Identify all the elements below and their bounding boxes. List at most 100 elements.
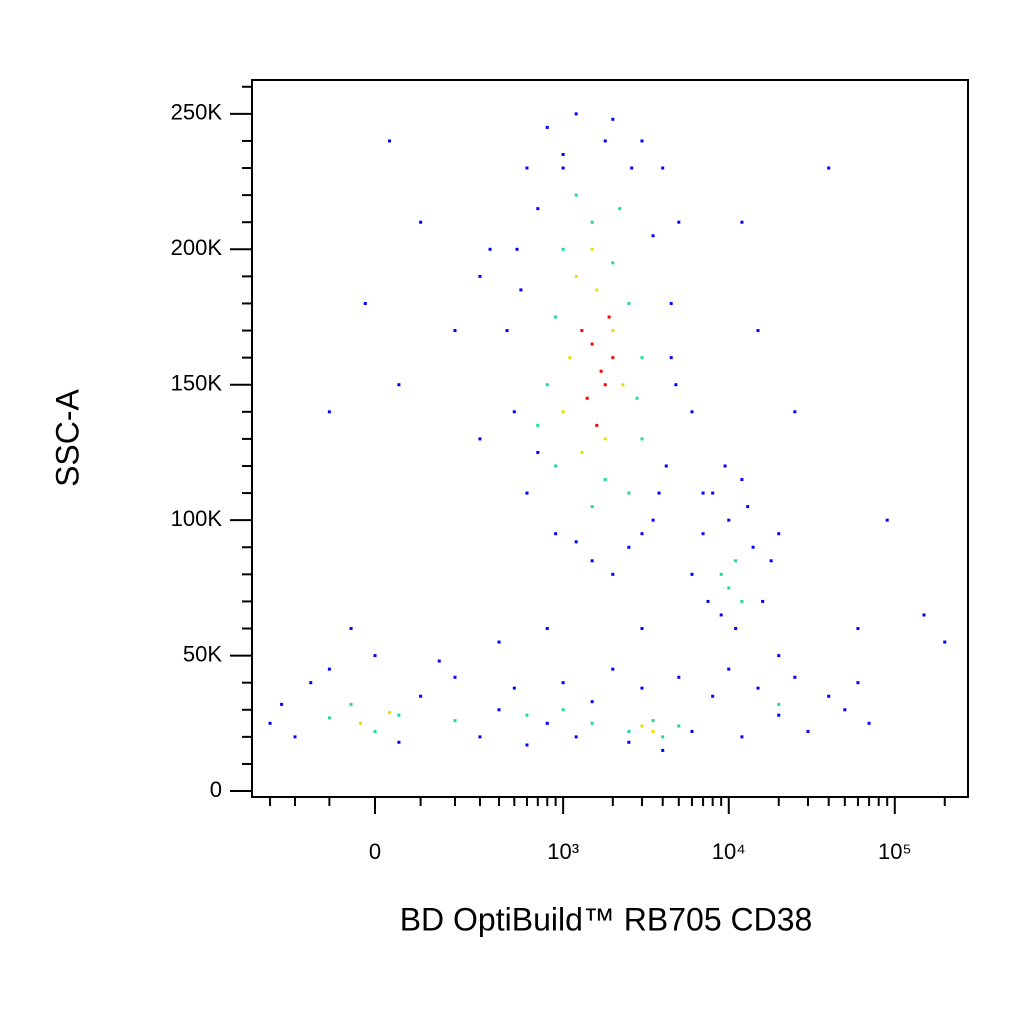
point — [669, 301, 673, 305]
y-tick-label: 100K — [171, 506, 223, 531]
point — [843, 708, 847, 712]
point — [268, 721, 272, 725]
point — [603, 139, 607, 143]
point — [505, 329, 509, 333]
point — [677, 724, 681, 728]
point — [651, 234, 655, 238]
point — [856, 627, 860, 631]
point — [574, 112, 578, 116]
point — [677, 220, 681, 224]
point — [525, 743, 529, 747]
point — [690, 729, 694, 733]
point — [867, 721, 871, 725]
point — [661, 735, 665, 739]
point — [777, 532, 781, 536]
point — [611, 329, 615, 333]
point — [727, 667, 731, 671]
point — [280, 702, 284, 706]
point — [599, 369, 603, 373]
point — [651, 518, 655, 522]
point — [554, 315, 558, 319]
point — [756, 686, 760, 690]
point — [568, 356, 572, 360]
point — [580, 450, 584, 454]
point — [536, 207, 540, 211]
point — [806, 729, 810, 733]
point — [885, 518, 889, 522]
point — [640, 724, 644, 728]
point — [525, 713, 529, 717]
point — [478, 735, 482, 739]
point — [690, 572, 694, 576]
point — [327, 716, 331, 720]
point — [719, 613, 723, 617]
point — [827, 694, 831, 698]
point — [590, 505, 594, 509]
point — [777, 654, 781, 658]
point — [627, 729, 631, 733]
point — [734, 559, 738, 563]
point — [388, 139, 392, 143]
point — [611, 261, 615, 265]
point — [525, 166, 529, 170]
plot-frame — [251, 79, 969, 798]
point — [777, 702, 781, 706]
point — [640, 139, 644, 143]
point — [561, 247, 565, 251]
point — [611, 667, 615, 671]
point — [437, 659, 441, 663]
point — [627, 545, 631, 549]
point — [590, 342, 594, 346]
point — [627, 491, 631, 495]
point — [497, 640, 501, 644]
point — [756, 329, 760, 333]
point — [690, 410, 694, 414]
point — [388, 710, 392, 714]
point — [664, 464, 668, 468]
point — [580, 329, 584, 333]
point — [611, 356, 615, 360]
point — [397, 383, 401, 387]
point — [561, 410, 565, 414]
point — [701, 491, 705, 495]
x-tick-label: 10⁵ — [878, 839, 912, 864]
point — [327, 410, 331, 414]
y-tick-label: 250K — [171, 100, 223, 125]
point — [635, 396, 639, 400]
point — [561, 166, 565, 170]
point — [777, 713, 781, 717]
point — [677, 675, 681, 679]
x-tick-label: 0 — [369, 839, 381, 864]
point — [453, 675, 457, 679]
point — [793, 675, 797, 679]
point — [651, 729, 655, 733]
point — [922, 613, 926, 617]
point — [630, 166, 634, 170]
point — [734, 627, 738, 631]
y-tick-label: 200K — [171, 235, 223, 260]
point — [751, 545, 755, 549]
point — [701, 532, 705, 536]
point — [595, 288, 599, 292]
point — [574, 193, 578, 197]
point — [419, 220, 423, 224]
point — [740, 478, 744, 482]
point — [512, 410, 516, 414]
point — [327, 667, 331, 671]
point — [640, 686, 644, 690]
point — [746, 505, 750, 509]
point — [561, 152, 565, 156]
point — [621, 383, 625, 387]
point — [545, 721, 549, 725]
point — [723, 464, 727, 468]
point — [618, 207, 622, 211]
point — [611, 572, 615, 576]
point — [373, 654, 377, 658]
point — [661, 166, 665, 170]
point — [519, 288, 523, 292]
point — [640, 437, 644, 441]
point — [574, 274, 578, 278]
point — [727, 518, 731, 522]
x-tick-label: 10³ — [547, 839, 579, 864]
